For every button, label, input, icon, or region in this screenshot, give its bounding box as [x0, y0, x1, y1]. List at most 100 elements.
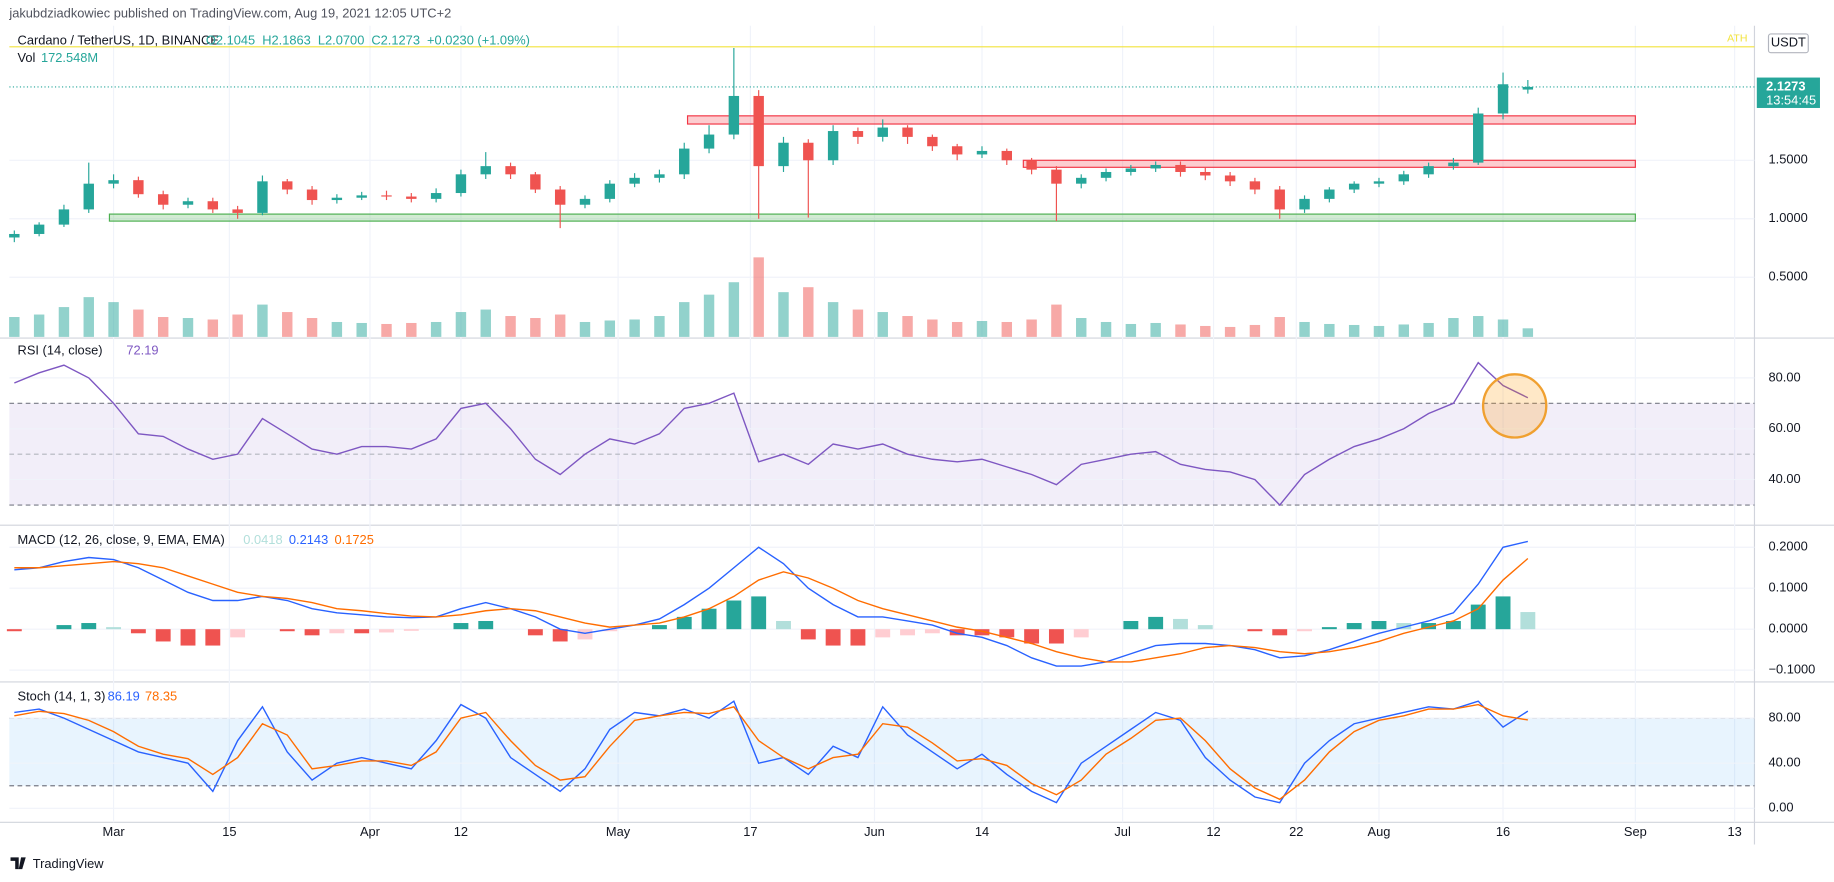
brand-icon[interactable]: [10, 857, 26, 870]
macd-histogram-bar: [800, 629, 816, 640]
candle-body: [530, 174, 541, 190]
macd-histogram-bar: [230, 629, 246, 638]
volume-bar: [505, 316, 516, 337]
volume-legend: 172.548M: [41, 50, 98, 65]
candle-body: [827, 131, 839, 161]
volume-bar: [381, 323, 392, 337]
volume-bar: [1398, 324, 1409, 337]
macd-histogram-bar: [130, 629, 146, 634]
candle-body: [58, 209, 70, 225]
candle-body: [182, 201, 194, 205]
macd-histogram-bar: [776, 620, 791, 630]
macd-hist-legend: 0.0418: [243, 532, 282, 547]
y-tick-label: 0.2000: [1769, 539, 1808, 554]
y-tick-label: 1.0000: [1769, 210, 1808, 225]
volume-bar: [1324, 323, 1335, 337]
volume-title: Vol: [18, 50, 36, 65]
macd-histogram-bar: [527, 629, 543, 636]
macd-histogram-bar: [1173, 618, 1188, 630]
volume-bar: [108, 302, 119, 337]
last-price-tag: [1756, 77, 1820, 108]
candle-body: [455, 174, 467, 194]
y-tick-label: 0.5000: [1769, 269, 1808, 284]
ohlc-value: O2.1045: [206, 32, 255, 47]
candle-body: [157, 194, 169, 205]
x-tick-label: Aug: [1368, 824, 1391, 839]
volume-bar: [406, 322, 417, 337]
candle-body: [9, 233, 20, 238]
candle-body: [1274, 189, 1285, 210]
candle-body: [505, 166, 516, 175]
candle-body: [554, 189, 566, 205]
ohlc-value: L2.0700: [318, 32, 364, 47]
macd-histogram-bar: [6, 629, 22, 632]
candle-body: [331, 197, 343, 201]
volume-bar: [331, 321, 343, 337]
macd-histogram-bar: [1148, 616, 1164, 630]
macd-histogram-bar: [279, 629, 295, 632]
macd-histogram-bar: [354, 629, 370, 634]
currency-label[interactable]: USDT: [1771, 35, 1806, 50]
volume-bar: [1125, 323, 1137, 337]
macd-histogram-bar: [1321, 627, 1337, 630]
y-tick-label: 80.00: [1769, 709, 1801, 724]
macd-histogram-bar: [329, 629, 345, 634]
volume-bar: [1100, 321, 1112, 337]
candle-body: [1249, 181, 1261, 190]
volume-bar: [480, 309, 491, 337]
candle-body: [108, 180, 119, 184]
candle-body: [703, 134, 715, 149]
volume-bar: [951, 321, 963, 337]
candle-body: [381, 195, 392, 197]
candle-body: [356, 195, 367, 198]
y-tick-label: 1.5000: [1769, 152, 1808, 167]
x-tick-label: 12: [454, 824, 468, 839]
macd-histogram-bar: [1123, 620, 1139, 630]
macd-histogram-bar: [1073, 629, 1089, 638]
macd-histogram-bar: [676, 616, 692, 630]
candle-body: [430, 193, 442, 199]
candle-body: [257, 181, 268, 213]
macd-title: MACD (12, 26, close, 9, EMA, EMA): [18, 532, 225, 547]
macd-histogram-bar: [974, 629, 990, 636]
macd-histogram-bar: [56, 625, 72, 630]
volume-bar: [1473, 316, 1484, 337]
macd-line: [14, 558, 1529, 663]
volume-bar: [629, 319, 640, 337]
volume-bar: [306, 318, 318, 337]
candle-body: [976, 150, 988, 155]
macd-histogram-bar: [577, 629, 593, 640]
macd-histogram-bar: [552, 629, 568, 642]
macd-histogram-bar: [1024, 629, 1040, 644]
macd-histogram-bar: [949, 629, 965, 636]
volume-bar: [1299, 321, 1310, 337]
volume-bar: [1001, 321, 1013, 337]
candle-body: [604, 183, 616, 199]
symbol-title: Cardano / TetherUS, 1D, BINANCE: [18, 32, 220, 47]
candle-body: [1299, 198, 1310, 210]
candle-body: [1373, 181, 1385, 184]
macd-histogram-bar: [1346, 623, 1362, 630]
candle-body: [406, 196, 417, 199]
volume-bar: [604, 320, 616, 337]
currency-box[interactable]: [1767, 33, 1809, 54]
candle-body: [1473, 113, 1484, 163]
brand-logo[interactable]: TradingView: [10, 856, 105, 871]
rsi-title: RSI (14, close): [18, 342, 103, 357]
stoch-d-legend: 78.35: [145, 689, 177, 704]
macd-histogram-bar: [1445, 620, 1461, 630]
volume-bar: [877, 312, 888, 337]
candle-body: [1051, 169, 1062, 184]
indicator-line: [14, 700, 1529, 804]
volume-bar: [157, 317, 169, 337]
candle-body: [1398, 174, 1409, 182]
brand-text[interactable]: TradingView: [33, 856, 104, 871]
candle-body: [852, 131, 864, 137]
y-tick-label: 40.00: [1769, 471, 1801, 486]
candle-body: [927, 136, 938, 147]
candle-body: [1001, 150, 1013, 161]
zone: [108, 213, 1636, 222]
volume-bar: [257, 304, 268, 337]
volume-bar: [703, 294, 715, 337]
